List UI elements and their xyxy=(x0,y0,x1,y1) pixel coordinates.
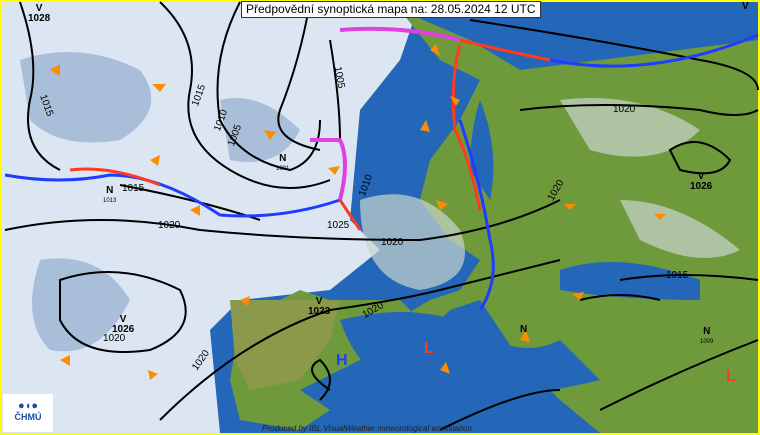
pressure-center-high: V 1028 xyxy=(28,3,51,24)
credit-text: Produced by IBL VisualWeather meteorolog… xyxy=(262,424,472,433)
isobar-label: 1020 xyxy=(613,104,636,115)
wind-arrows xyxy=(50,44,666,380)
cloud-cover xyxy=(360,98,740,290)
isobar-label: 1015 xyxy=(666,270,689,281)
isobar-label: 1015 xyxy=(122,183,145,194)
black-sea xyxy=(560,262,700,300)
high-symbol: H xyxy=(336,352,348,369)
pressure-center-low: N 1013 xyxy=(103,185,117,205)
chmu-logo: ●◖● ČHMÚ xyxy=(3,394,53,432)
warm-front-atlantic xyxy=(69,167,161,187)
cold-front-east xyxy=(549,33,759,68)
pressure-center-low: N xyxy=(520,324,528,335)
warm-front-scandinavia xyxy=(451,38,551,211)
isobar-label: 1020 xyxy=(381,237,404,248)
isobars xyxy=(4,1,759,431)
pressure-center-low: N 1009 xyxy=(700,326,714,346)
pressure-center-high: V 1026 xyxy=(690,171,713,192)
isobar-label: 1020 xyxy=(158,220,181,231)
mediterranean-sea xyxy=(340,312,600,400)
occluded-front-2 xyxy=(339,26,461,42)
warm-front-2 xyxy=(338,199,362,231)
pressure-center-high: V 1023 xyxy=(308,296,331,317)
occluded-front-1 xyxy=(310,138,347,201)
low-symbol: L xyxy=(726,368,736,385)
cold-front-central xyxy=(458,119,495,311)
cold-front-atlantic xyxy=(4,173,341,218)
pressure-center-high: V 1026 xyxy=(112,314,135,335)
isobar-label: 1020 xyxy=(103,333,126,344)
map-title: Předpovědní synoptická mapa na: 28.05.20… xyxy=(241,1,541,18)
pressure-center-high: V xyxy=(742,1,749,12)
low-symbol: L xyxy=(424,340,434,357)
isobar-label: 1025 xyxy=(327,220,350,231)
cloud-band xyxy=(20,52,300,352)
land-iberia xyxy=(230,300,340,390)
chmu-logo-mark: ●◖● xyxy=(18,400,38,412)
logo-text: ČHMÚ xyxy=(14,412,42,422)
pressure-center-low: N 1001 xyxy=(276,153,290,173)
